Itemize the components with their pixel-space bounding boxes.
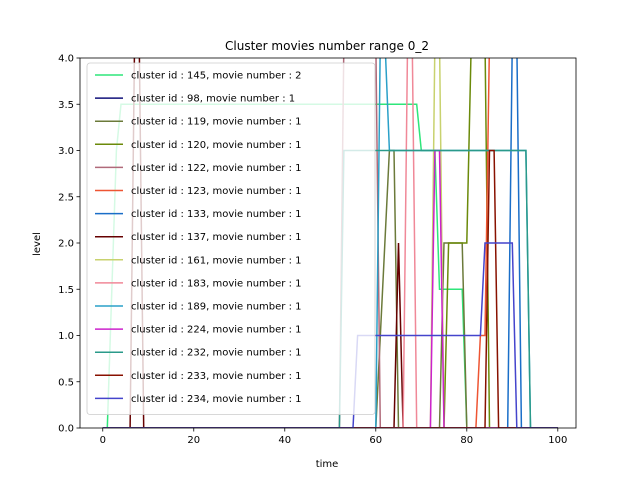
x-tick-label: 100 xyxy=(548,435,567,446)
legend-entry: cluster id : 133, movie number : 1 xyxy=(131,209,302,220)
y-tick-label: 2.5 xyxy=(58,192,74,203)
y-tick-label: 0.0 xyxy=(58,424,74,435)
chart-title: Cluster movies number range 0_2 xyxy=(225,39,429,53)
y-tick-label: 1.0 xyxy=(58,331,74,342)
x-axis-label: time xyxy=(316,459,339,470)
y-tick-label: 1.5 xyxy=(58,285,74,296)
y-tick-label: 0.5 xyxy=(58,377,74,388)
x-tick-label: 60 xyxy=(369,435,382,446)
legend-entry: cluster id : 98, movie number : 1 xyxy=(131,94,295,105)
y-tick-label: 3.5 xyxy=(58,100,74,111)
y-axis-label: level xyxy=(32,232,43,256)
legend-entry: cluster id : 119, movie number : 1 xyxy=(131,117,302,128)
legend-entry: cluster id : 232, movie number : 1 xyxy=(131,348,302,359)
y-tick-label: 4.0 xyxy=(58,54,74,65)
series-line-5 xyxy=(102,58,490,428)
legend-entry: cluster id : 145, movie number : 2 xyxy=(131,71,302,82)
legend-entry: cluster id : 234, movie number : 1 xyxy=(131,394,302,405)
legend-entry: cluster id : 123, movie number : 1 xyxy=(131,186,302,197)
x-tick-label: 80 xyxy=(460,435,473,446)
series-line-3 xyxy=(102,58,558,428)
legend-entry: cluster id : 137, movie number : 1 xyxy=(131,232,302,243)
y-tick-label: 2.0 xyxy=(58,239,74,250)
ticks-layer: 0 20 40 60 80 100 0.0 0.5 1.0 1.5 2.0 2.5 3.0 3.5 4.0 xyxy=(58,54,567,447)
x-tick-label: 20 xyxy=(187,435,200,446)
y-tick-label: 3.0 xyxy=(58,146,74,157)
legend-entry: cluster id : 189, movie number : 1 xyxy=(131,302,302,313)
x-tick-label: 40 xyxy=(278,435,291,446)
legend: cluster id : 145, movie number : 2 cluste… xyxy=(86,62,376,415)
legend-box xyxy=(86,62,376,415)
legend-entry: cluster id : 161, movie number : 1 xyxy=(131,255,302,266)
legend-entry: cluster id : 120, movie number : 1 xyxy=(131,140,302,151)
legend-entry: cluster id : 233, movie number : 1 xyxy=(131,371,302,382)
legend-entry: cluster id : 122, movie number : 1 xyxy=(131,163,302,174)
series-line-13 xyxy=(102,149,558,428)
legend-entry: cluster id : 224, movie number : 1 xyxy=(131,325,302,336)
legend-entry: cluster id : 183, movie number : 1 xyxy=(131,278,302,289)
x-tick-label: 0 xyxy=(100,435,106,446)
